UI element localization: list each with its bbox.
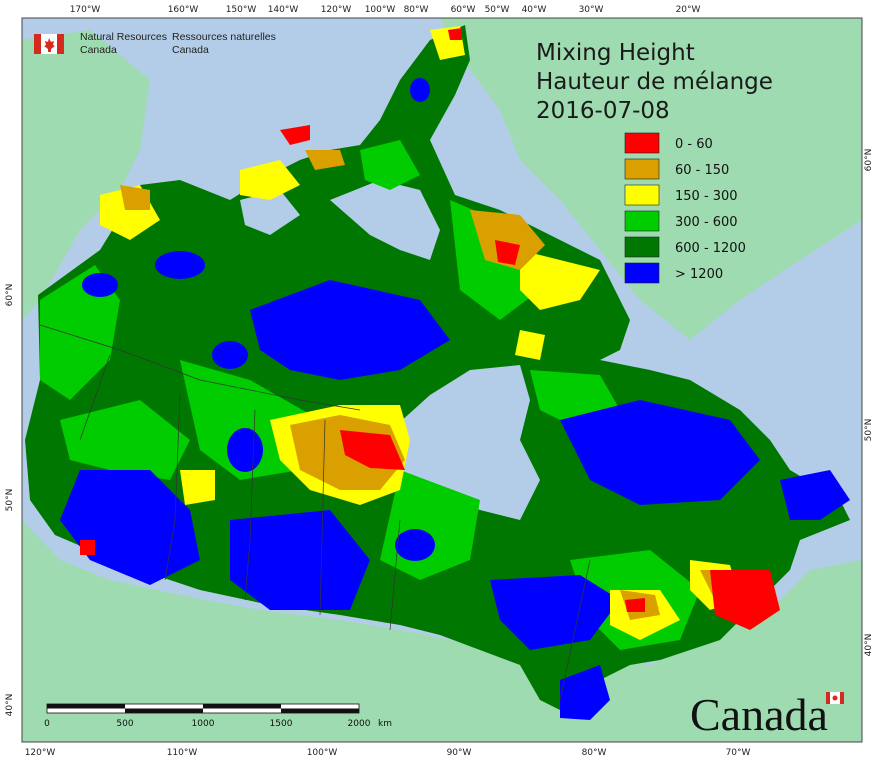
right-lat-label: 50°N [864, 419, 874, 442]
legend-swatch [624, 210, 660, 232]
bottom-lon-label: 100°W [307, 748, 338, 758]
title-date: 2016-07-08 [536, 98, 670, 124]
map-border [21, 17, 863, 743]
bottom-lon-label: 90°W [447, 748, 472, 758]
top-lon-label: 60°W [451, 5, 476, 15]
top-lon-label: 20°W [676, 5, 701, 15]
right-lat-label: 40°N [864, 634, 874, 657]
top-lon-label: 30°W [579, 5, 604, 15]
canada-wordmark: Canada [690, 689, 844, 740]
scale-labels: 0 500 1000 1500 2000 km [44, 719, 392, 729]
scale-label: 500 [116, 719, 133, 729]
scale-label: 1000 [192, 719, 215, 729]
top-lon-label: 80°W [404, 5, 429, 15]
wordmark-flag-right [840, 692, 844, 704]
scale-bar: 0 500 1000 1500 2000 km [44, 703, 392, 729]
map-title: Mixing Height Hauteur de mélange 2016-07… [536, 40, 773, 124]
top-lon-label: 160°W [168, 5, 199, 15]
wordmark-flag-left [826, 692, 830, 704]
wordmark-leaf-icon [832, 695, 838, 701]
legend-swatch [624, 236, 660, 258]
legend-label: 0 - 60 [675, 137, 713, 152]
maple-leaf-icon [44, 38, 55, 52]
scale-label: 0 [44, 719, 50, 729]
scale-label: 2000 [348, 719, 371, 729]
legend-label: 150 - 300 [675, 189, 738, 204]
agency-en-line1: Natural Resources [80, 31, 167, 43]
legend-label: 60 - 150 [675, 163, 729, 178]
bottom-lon-label: 120°W [25, 748, 56, 758]
legend: 0 - 60 60 - 150 150 - 300 300 - 600 600 - 12… [624, 132, 746, 284]
flag-left-bar [34, 34, 41, 54]
graticule-labels: 170°W 160°W 150°W 140°W 120°W 100°W 80°W 60°W 50… [5, 5, 874, 758]
flag-right-bar [57, 34, 64, 54]
bottom-lon-label: 110°W [167, 748, 198, 758]
arctic-channel-2 [240, 190, 300, 235]
left-lat-label: 50°N [5, 489, 15, 512]
top-lon-label: 170°W [70, 5, 101, 15]
legend-label: > 1200 [675, 267, 723, 282]
nrcan-signature: Natural Resources Canada Ressources natu… [34, 31, 276, 56]
wordmark-text: Canada [690, 689, 828, 740]
legend-swatch [624, 184, 660, 206]
agency-fr-line2: Canada [172, 44, 209, 56]
scale-label: 1500 [270, 719, 293, 729]
alaska-land [22, 30, 150, 320]
agency-en-line2: Canada [80, 44, 117, 56]
zone-over-1200 [60, 78, 850, 720]
left-lat-label: 60°N [5, 284, 15, 307]
top-lon-label: 40°W [522, 5, 547, 15]
top-lon-label: 140°W [268, 5, 299, 15]
zone-0-60 [80, 28, 780, 630]
top-lon-label: 150°W [226, 5, 257, 15]
usa-land [22, 520, 862, 742]
bottom-lon-label: 70°W [726, 748, 751, 758]
top-lon-label: 100°W [365, 5, 396, 15]
top-lon-label: 50°W [485, 5, 510, 15]
agency-fr-line1: Ressources naturelles [172, 31, 276, 43]
title-en: Mixing Height [536, 40, 695, 66]
scale-unit: km [378, 719, 392, 729]
right-lat-label: 60°N [864, 149, 874, 172]
legend-label: 600 - 1200 [675, 241, 746, 256]
title-fr: Hauteur de mélange [536, 69, 773, 95]
legend-label: 300 - 600 [675, 215, 738, 230]
arctic-channel [330, 180, 440, 260]
legend-swatch [624, 158, 660, 180]
bottom-lon-label: 80°W [582, 748, 607, 758]
province-borders [39, 324, 591, 701]
top-lon-label: 120°W [321, 5, 352, 15]
legend-swatch [624, 132, 660, 154]
legend-swatch [624, 262, 660, 284]
left-lat-label: 40°N [5, 694, 15, 717]
